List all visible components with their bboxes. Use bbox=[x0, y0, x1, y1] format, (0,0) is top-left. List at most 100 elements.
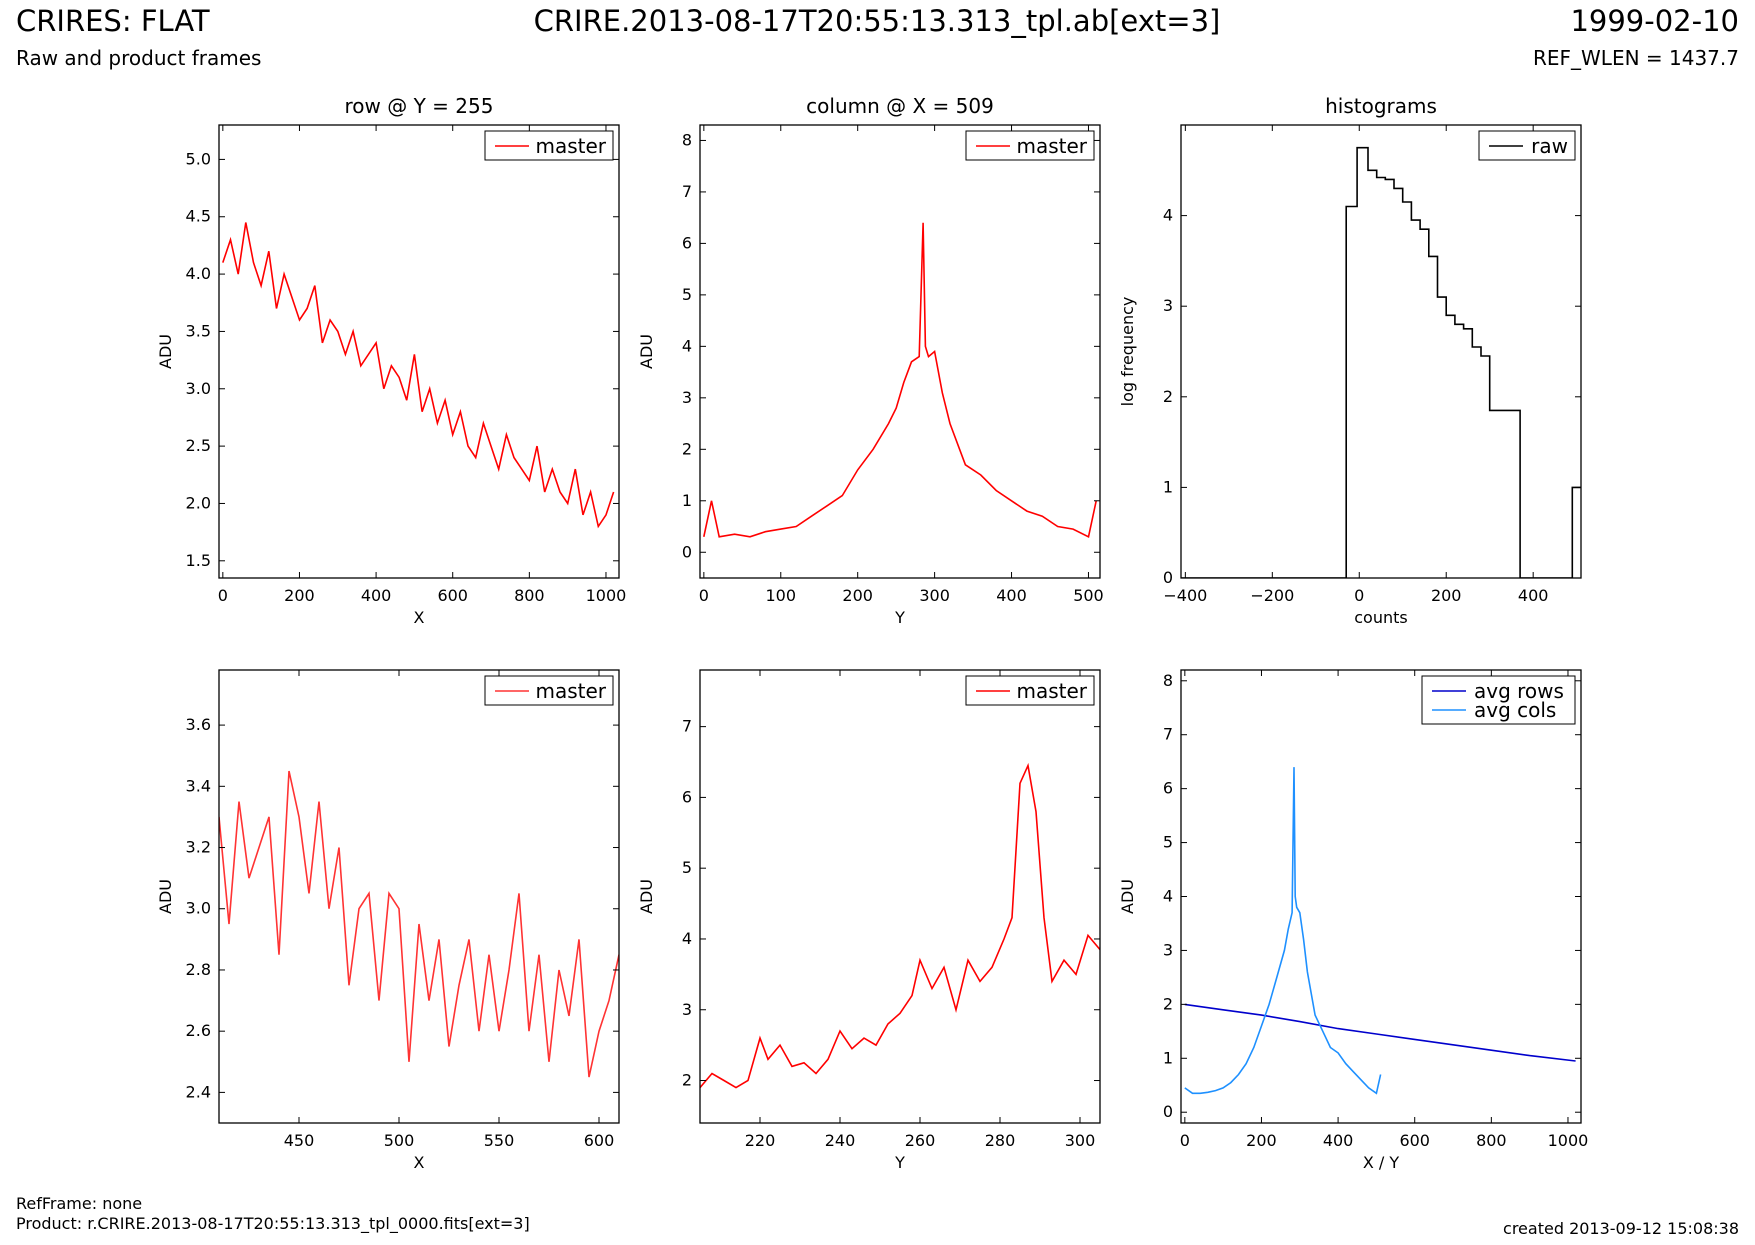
y-tick-label: 1 bbox=[682, 491, 692, 510]
y-axis-label: ADU bbox=[637, 334, 656, 369]
plot-frame bbox=[699, 124, 1101, 579]
plot-frame bbox=[218, 124, 620, 579]
y-tick-label: 4 bbox=[1163, 887, 1173, 906]
created-label: created 2013-09-12 15:08:38 bbox=[1503, 1219, 1739, 1238]
chart-4: 450 500 550 600 2.4 2.6 2.8 3.0 3.2 3.4 3.6 X ADU mas… bbox=[156, 669, 620, 1172]
y-axis-label: ADU bbox=[156, 334, 175, 369]
y-tick-label: 4.5 bbox=[186, 207, 211, 226]
y-tick-label: 3 bbox=[1163, 296, 1173, 315]
legend: master bbox=[965, 130, 1095, 161]
y-tick-label: 1 bbox=[1163, 477, 1173, 496]
y-tick-label: 3.0 bbox=[186, 899, 211, 918]
y-tick-label: 1.5 bbox=[186, 551, 211, 570]
series-line-1 bbox=[219, 770, 619, 1078]
y-tick-label: 0 bbox=[1163, 568, 1173, 587]
x-tick-label: 220 bbox=[745, 1131, 776, 1150]
y-tick-label: 2.5 bbox=[186, 436, 211, 455]
y-tick-label: 4 bbox=[682, 336, 692, 355]
x-tick-label: 200 bbox=[842, 586, 873, 605]
y-tick-label: 2 bbox=[682, 439, 692, 458]
y-tick-label: 3.0 bbox=[186, 379, 211, 398]
y-tick-label: 5 bbox=[1163, 833, 1173, 852]
y-tick-label: 3.6 bbox=[186, 715, 211, 734]
x-tick-label: 400 bbox=[996, 586, 1027, 605]
y-tick-label: 3 bbox=[1163, 940, 1173, 959]
y-tick-label: 2.6 bbox=[186, 1021, 211, 1040]
x-tick-label: 200 bbox=[1246, 1131, 1277, 1150]
chart-title: row @ Y = 255 bbox=[345, 94, 494, 118]
y-tick-label: 8 bbox=[1163, 671, 1173, 690]
y-tick-label: 2 bbox=[682, 1071, 692, 1090]
page-title: CRIRES: FLAT bbox=[16, 4, 210, 38]
x-axis-label: Y bbox=[894, 1153, 905, 1172]
x-tick-label: 0 bbox=[1354, 586, 1364, 605]
y-axis-label: ADU bbox=[1118, 879, 1137, 914]
x-tick-label: 400 bbox=[1518, 586, 1549, 605]
x-tick-label: 1000 bbox=[586, 586, 627, 605]
ref-wlen-label: REF_WLEN = 1437.7 bbox=[1532, 46, 1739, 70]
y-tick-label: 3.5 bbox=[186, 321, 211, 340]
y-axis-label: ADU bbox=[156, 879, 175, 914]
series-line-1 bbox=[1184, 1003, 1576, 1062]
y-tick-label: 5 bbox=[682, 858, 692, 877]
x-tick-label: 0 bbox=[218, 586, 228, 605]
legend: master bbox=[484, 675, 614, 706]
y-tick-label: 2 bbox=[1163, 994, 1173, 1013]
y-tick-label: 3 bbox=[682, 1000, 692, 1019]
x-axis-label: counts bbox=[1354, 608, 1407, 627]
chart-5: 220 240 260 280 300 2 3 4 5 6 7 Y ADU master bbox=[637, 669, 1101, 1172]
y-axis-label: ADU bbox=[637, 879, 656, 914]
plot-frame bbox=[1180, 124, 1582, 579]
x-tick-label: 300 bbox=[919, 586, 950, 605]
plot-frame bbox=[699, 669, 1101, 1124]
legend-box bbox=[1421, 675, 1576, 725]
y-tick-label: 1 bbox=[1163, 1048, 1173, 1067]
series-line-2 bbox=[1184, 767, 1382, 1095]
series-line-1 bbox=[700, 762, 1100, 1089]
x-tick-label: 280 bbox=[985, 1131, 1016, 1150]
y-tick-label: 4 bbox=[682, 929, 692, 948]
y-tick-label: 8 bbox=[682, 130, 692, 149]
y-tick-label: 0 bbox=[1163, 1102, 1173, 1121]
x-tick-label: −200 bbox=[1250, 586, 1294, 605]
product-label: Product: r.CRIRE.2013-08-17T20:55:13.313… bbox=[16, 1214, 530, 1233]
x-tick-label: 550 bbox=[484, 1131, 515, 1150]
series-line-1 bbox=[1181, 146, 1581, 578]
x-tick-label: 400 bbox=[361, 586, 392, 605]
y-tick-label: 6 bbox=[1163, 779, 1173, 798]
y-tick-label: 6 bbox=[682, 233, 692, 252]
y-tick-label: 5 bbox=[682, 285, 692, 304]
y-tick-label: 2.4 bbox=[186, 1082, 211, 1101]
x-axis-label: X / Y bbox=[1363, 1153, 1400, 1172]
y-tick-label: 4 bbox=[1163, 206, 1173, 225]
x-tick-label: 500 bbox=[1073, 586, 1104, 605]
x-tick-label: 0 bbox=[1180, 1131, 1190, 1150]
x-tick-label: 500 bbox=[384, 1131, 415, 1150]
legend-label: master bbox=[535, 679, 606, 703]
chart-title: column @ X = 509 bbox=[806, 94, 994, 118]
chart-1: 0 200 400 600 800 1000 1.5 2.0 2.5 3.0 3.5 4.0 4.5 5.… bbox=[156, 94, 626, 627]
x-tick-label: 400 bbox=[1323, 1131, 1354, 1150]
x-tick-label: 450 bbox=[284, 1131, 315, 1150]
chart-6: 0 200 400 600 800 1000 0 1 2 3 4 5 6 7 8 X / Y ADU avg ro… bbox=[1118, 669, 1588, 1172]
y-tick-label: 4.0 bbox=[186, 264, 211, 283]
chart-2: 0 100 200 300 400 500 0 1 2 3 4 5 6 7 8 column @ X = 50… bbox=[637, 94, 1104, 627]
x-tick-label: 800 bbox=[514, 586, 545, 605]
y-tick-label: 3.2 bbox=[186, 838, 211, 857]
x-tick-label: 600 bbox=[584, 1131, 615, 1150]
series-line-1 bbox=[703, 222, 1097, 538]
x-axis-label: X bbox=[414, 1153, 425, 1172]
series-line-1 bbox=[222, 222, 615, 529]
legend: raw bbox=[1478, 130, 1576, 161]
plot-frame bbox=[218, 669, 620, 1124]
y-tick-label: 6 bbox=[682, 787, 692, 806]
chart-title: histograms bbox=[1325, 94, 1437, 118]
x-tick-label: 600 bbox=[1399, 1131, 1430, 1150]
page-subtitle: Raw and product frames bbox=[16, 46, 262, 70]
y-tick-label: 7 bbox=[1163, 725, 1173, 744]
x-tick-label: 300 bbox=[1065, 1131, 1096, 1150]
y-tick-label: 3.4 bbox=[186, 776, 211, 795]
x-tick-label: −400 bbox=[1163, 586, 1207, 605]
legend: master bbox=[965, 675, 1095, 706]
